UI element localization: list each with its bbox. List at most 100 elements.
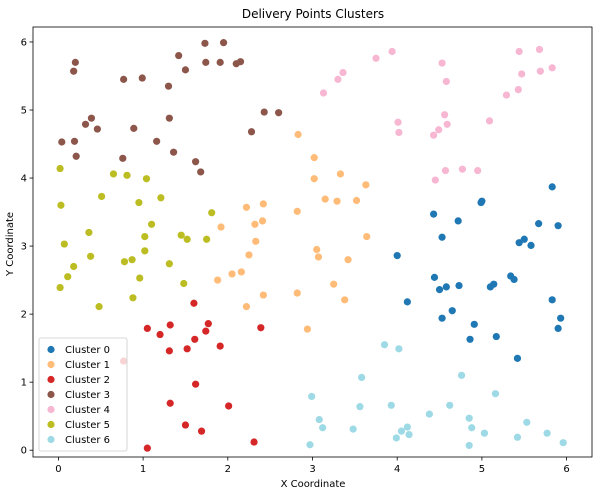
data-point	[85, 228, 93, 237]
data-point	[204, 320, 212, 328]
data-point	[156, 330, 164, 339]
data-point	[208, 209, 216, 217]
data-point	[95, 303, 103, 311]
data-point	[514, 85, 522, 94]
data-point	[393, 252, 401, 260]
data-point	[294, 130, 302, 139]
data-point	[362, 181, 370, 189]
legend-entry: Cluster 6	[65, 435, 110, 446]
x-tick-label: 1	[140, 464, 146, 475]
data-point	[202, 327, 210, 335]
data-point	[165, 260, 173, 268]
data-point	[336, 170, 345, 178]
data-point	[315, 415, 323, 424]
data-point	[486, 283, 494, 291]
data-point	[358, 373, 366, 381]
data-point	[306, 441, 314, 449]
data-point	[465, 441, 473, 450]
data-point	[120, 75, 128, 83]
data-point	[70, 262, 78, 271]
data-point	[557, 314, 565, 322]
data-point	[216, 58, 224, 66]
data-point	[515, 239, 523, 247]
data-point	[252, 237, 260, 245]
data-point	[57, 201, 65, 209]
data-point	[237, 268, 245, 276]
data-point	[438, 314, 446, 322]
data-point	[513, 354, 522, 362]
data-point	[232, 60, 240, 68]
data-point	[245, 251, 253, 259]
x-axis: 0 1 2 3 4 5 6	[55, 457, 570, 475]
data-point	[165, 114, 173, 122]
data-point	[485, 117, 494, 125]
data-point	[70, 137, 79, 145]
data-point	[58, 138, 66, 146]
data-point	[319, 89, 328, 97]
legend-marker	[47, 345, 55, 354]
data-point	[136, 274, 144, 282]
data-point	[523, 418, 531, 426]
data-point	[438, 59, 446, 67]
data-point	[442, 77, 450, 86]
data-point	[470, 320, 478, 328]
data-point	[333, 197, 341, 205]
series-cluster-0	[393, 183, 565, 362]
data-point	[515, 47, 523, 56]
data-point	[548, 64, 556, 72]
data-point	[352, 196, 361, 205]
data-point	[142, 175, 151, 183]
data-point	[435, 286, 444, 294]
data-point	[425, 410, 433, 418]
data-point	[314, 253, 323, 261]
y-axis: 0 1 2 3 4 5 6	[21, 37, 33, 457]
data-point	[183, 235, 191, 243]
data-point	[395, 128, 403, 137]
data-point	[259, 200, 267, 208]
data-point	[430, 131, 438, 139]
y-tick-label: 2	[21, 310, 27, 321]
data-point	[203, 235, 211, 243]
data-point	[165, 347, 173, 355]
data-point	[293, 289, 301, 297]
data-point	[513, 433, 522, 441]
data-point	[225, 402, 233, 410]
data-point	[153, 137, 161, 145]
data-point	[141, 247, 149, 255]
y-tick-label: 3	[21, 242, 27, 253]
legend-entry: Cluster 3	[65, 390, 110, 401]
data-point	[72, 152, 80, 160]
data-point	[191, 335, 199, 343]
data-point	[548, 296, 556, 304]
data-point	[190, 299, 198, 307]
data-point	[527, 241, 535, 250]
legend: Cluster 0 Cluster 1 Cluster 2 Cluster 3 Clus…	[38, 337, 128, 452]
data-point	[457, 371, 466, 379]
data-point	[554, 222, 562, 230]
data-point	[257, 324, 265, 332]
data-point	[180, 279, 188, 288]
data-point	[543, 429, 551, 437]
data-points	[56, 39, 567, 452]
data-point	[477, 198, 485, 207]
data-point	[380, 341, 389, 349]
data-point	[536, 67, 544, 75]
legend-entry: Cluster 4	[65, 405, 110, 416]
data-point	[216, 342, 224, 350]
data-point	[330, 280, 338, 288]
series-cluster-6	[306, 341, 567, 450]
data-point	[93, 125, 101, 133]
data-point	[388, 47, 396, 56]
data-point	[465, 414, 473, 422]
data-point	[157, 194, 165, 202]
data-point	[128, 256, 136, 264]
data-point	[372, 54, 380, 62]
legend-marker	[47, 405, 55, 414]
series-cluster-4	[319, 45, 556, 184]
data-point	[321, 195, 329, 203]
data-point	[397, 427, 406, 435]
data-point	[293, 207, 301, 215]
data-point	[403, 423, 411, 431]
data-point	[197, 168, 205, 176]
